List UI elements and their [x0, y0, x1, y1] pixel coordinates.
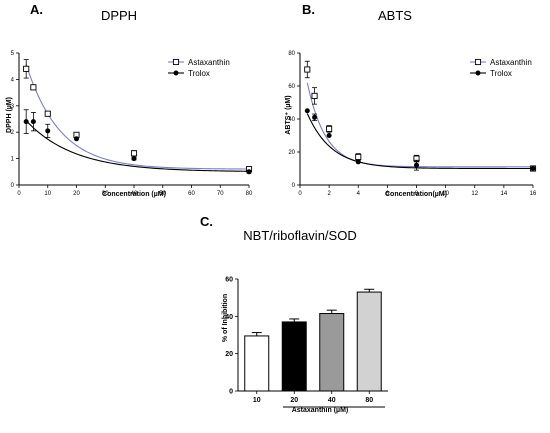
panel-a-trolox-fit-line: [25, 120, 250, 172]
panel-c-label: C.: [200, 214, 213, 229]
panel-a-astaxanthin-point: [23, 65, 30, 72]
panel-b-trolox-point: [304, 108, 310, 114]
panel-b-y-tick-label: 80: [288, 51, 295, 57]
panel-a-x-tick-label: 0: [17, 191, 21, 197]
panel-a-x-tick-label: 60: [188, 191, 195, 197]
panel-b-astaxanthin-point: [355, 153, 362, 161]
panel-a-x-tick-label: 30: [102, 191, 109, 197]
panel-a-ylabel: DPPH (µM): [6, 97, 13, 133]
panel-a-astaxanthin-point: [44, 110, 51, 117]
panel-a-x-tick-label: 50: [159, 191, 166, 197]
panel-a-legend-astaxanthin-label: Astaxanthin: [188, 58, 230, 67]
panel-c-y-tick-label: 40: [225, 314, 233, 321]
panel-c-x-tick-label: 20: [290, 397, 298, 404]
panel-b-astaxanthin-point: [326, 125, 333, 132]
panel-c-x-tick-label: 80: [365, 397, 373, 404]
panel-b-legend-trolox-label: Trolox: [490, 69, 512, 78]
panel-a-y-tick-label: 1: [11, 157, 15, 163]
panel-b-x-tick-label: 8: [415, 191, 419, 197]
panel-c-y-tick-label: 20: [225, 351, 233, 358]
panel-b-x-tick-label: 4: [357, 191, 361, 197]
panel-a-x-tick-label: 80: [246, 191, 253, 197]
panel-a-trolox-point: [246, 169, 252, 175]
panel-b-label: B.: [302, 2, 315, 17]
panel-c-ylabel: % of Inhibition: [222, 294, 229, 342]
panel-a-trolox-point: [45, 128, 51, 134]
panel-b-xlabel: Concentration(µM): [385, 191, 447, 198]
panel-a-legend-astaxanthin-marker: [172, 58, 180, 66]
panel-a-trolox-point: [23, 119, 29, 125]
panel-a-trolox-point: [131, 156, 137, 162]
panel-c-xlabel: Astaxanthin (µM): [292, 407, 349, 414]
panel-b-y-tick-label: 0: [292, 183, 296, 189]
panel-b-astaxanthin-point: [311, 92, 318, 99]
panel-b-astaxanthin-point: [304, 66, 311, 73]
panel-a-label: A.: [30, 2, 43, 17]
panel-a-y-tick-label: 4: [11, 77, 15, 83]
panel-a-trolox-point: [74, 136, 79, 142]
panel-a-x-tick-label: 70: [217, 191, 224, 197]
panel-b-title: ABTS: [378, 8, 412, 23]
panel-b-trolox-point: [355, 159, 361, 165]
panel-a-astaxanthin-point: [130, 150, 138, 157]
panel-a-legend-trolox-marker: [173, 70, 179, 76]
panel-b-trolox-point: [414, 162, 419, 168]
panel-c-bar: [244, 335, 270, 392]
panel-b-x-tick-label: 14: [501, 191, 508, 197]
panel-b-x-tick-label: 16: [530, 191, 537, 197]
panel-a-x-tick-label: 20: [73, 191, 80, 197]
panel-a-y-tick-label: 3: [11, 104, 15, 110]
panel-a-y-tick-label: 0: [11, 183, 15, 189]
panel-b-trolox-fit-line: [306, 113, 533, 170]
panel-c-y-tick-label: 60: [225, 277, 233, 284]
panel-b-x-tick-label: 2: [327, 191, 331, 197]
panel-b-ylabel: ABTS⁺ (µM): [285, 95, 292, 134]
panel-a-title: DPPH: [101, 8, 137, 23]
panel-a-y-tick-label: 5: [11, 51, 15, 57]
panel-b-trolox-point: [530, 166, 536, 171]
panel-a-astaxanthin-point: [30, 84, 37, 91]
chart-marks: 0 10 20 30 40 50 60 70 80012345AstaxanthinTrolox…: [11, 51, 537, 408]
panel-a-astaxanthin-fit-line: [25, 64, 250, 170]
panel-c-x-tick-label: 10: [253, 397, 261, 404]
panel-b-x-tick-label: 6: [386, 191, 390, 197]
panel-a-x-tick-label: 40: [131, 191, 138, 197]
panel-b-y-tick-label: 40: [288, 117, 295, 123]
panel-b-y-tick-label: 20: [288, 150, 295, 156]
panel-a-xlabel: Concentration (µM): [102, 191, 166, 198]
panel-b-x-tick-label: 0: [298, 191, 302, 197]
panel-a-trolox-point: [30, 119, 36, 125]
panel-c-bar: [319, 313, 345, 392]
panel-b-trolox-point: [326, 133, 332, 138]
panel-b-legend-astaxanthin-label: Astaxanthin: [490, 58, 532, 67]
panel-b-legend-astaxanthin-marker: [474, 58, 482, 66]
panel-b-y-tick-label: 60: [288, 84, 295, 90]
panel-a-y-tick-label: 2: [11, 130, 15, 136]
panel-b-x-tick-label: 12: [471, 191, 478, 197]
panel-a-x-tick-label: 10: [44, 191, 51, 197]
panel-a-legend-trolox-label: Trolox: [188, 69, 210, 78]
panel-c-title: NBT/riboflavin/SOD: [243, 228, 356, 243]
panel-c-x-tick-label: 40: [328, 397, 336, 404]
panel-b-legend-trolox-marker: [475, 70, 481, 76]
panel-b-x-tick-label: 10: [442, 191, 449, 197]
panel-c-bar: [281, 321, 307, 392]
panel-b-trolox-point: [312, 114, 318, 120]
panel-b-astaxanthin-fit-line: [306, 82, 533, 168]
panel-c-y-tick-label: 0: [229, 389, 233, 396]
panel-c-bar: [356, 291, 382, 392]
